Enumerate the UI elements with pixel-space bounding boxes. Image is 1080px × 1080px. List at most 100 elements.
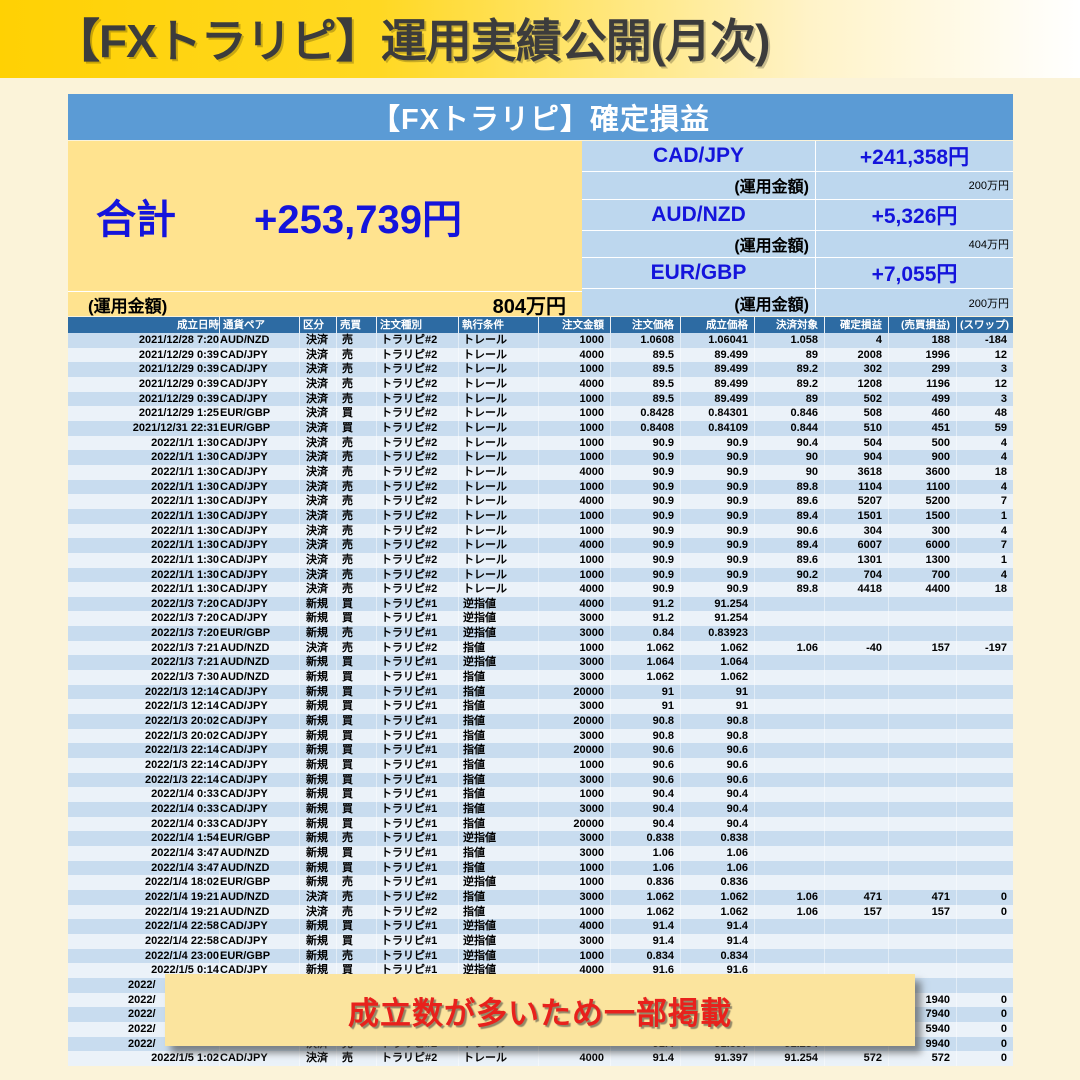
- table-cell: 1000: [539, 567, 611, 583]
- pair-fund-row: (運用金額) 200万円: [582, 289, 1013, 317]
- table-cell: 0: [1000, 890, 1007, 903]
- table-cell: [825, 816, 889, 832]
- table-cell: 900: [889, 450, 957, 465]
- table-cell: 決済: [300, 523, 337, 539]
- table-cell: 2022/1/3 20:02: [68, 714, 220, 729]
- table-cell: 1000: [539, 406, 611, 421]
- table-cell: [825, 933, 889, 949]
- table-cell: [957, 861, 1013, 876]
- table-cell: 2022/1/3 7:21: [68, 640, 220, 656]
- table-cell: CAD/JPY: [220, 743, 300, 759]
- table-cell: 決済: [300, 904, 337, 920]
- table-cell: 2021/12/28 7:20: [68, 333, 220, 348]
- table-cell: 新規: [300, 699, 337, 715]
- table-cell: [755, 860, 825, 876]
- table-cell: 572: [889, 1051, 957, 1066]
- table-cell: 90.6: [681, 772, 755, 788]
- table-cell: 90.2: [755, 567, 825, 583]
- table-cell: 1.058: [755, 333, 825, 348]
- table-cell: 18: [994, 465, 1007, 478]
- table-cell: 買: [337, 655, 377, 671]
- table-cell: [755, 596, 825, 612]
- table-row: 2022/1/1 1:30 CAD/JPY 決済売トラリピ#2 トレール 4000 90.…: [68, 582, 1013, 597]
- table-cell: [825, 699, 889, 715]
- table-cell: 決済: [300, 391, 337, 407]
- table-cell: トラリピ#2: [377, 362, 459, 377]
- table-cell: [889, 743, 957, 759]
- table-cell: 逆指値: [459, 831, 539, 846]
- table-cell: [889, 670, 957, 685]
- table-cell: AUD/NZD: [220, 860, 300, 876]
- table-row: 2022/1/1 1:30 CAD/JPY 決済売トラリピ#2 トレール 1000 90.…: [68, 479, 1013, 495]
- table-cell: 2008: [825, 347, 889, 363]
- table-cell: トラリピ#1: [377, 699, 459, 715]
- table-cell: 1000: [539, 875, 611, 890]
- table-cell: 新規: [300, 816, 337, 832]
- table-cell: 90.9: [681, 435, 755, 451]
- table-cell: 3000: [539, 611, 611, 627]
- table-cell: 1.06: [681, 860, 755, 876]
- table-cell: トラリピ#2: [377, 333, 459, 348]
- table-cell: [889, 772, 957, 788]
- table-cell: 90.9: [681, 523, 755, 539]
- table-cell: 12: [994, 348, 1007, 361]
- table-cell: [755, 655, 825, 671]
- table-cell: 188: [889, 333, 957, 348]
- table-cell: 91.4: [611, 933, 681, 949]
- table-row: 2022/1/1 1:30 CAD/JPY 決済売トラリピ#2 トレール 1000 90.…: [68, 508, 1013, 524]
- table-cell: 0: [1000, 1022, 1007, 1035]
- table-cell: 3: [1000, 392, 1007, 405]
- table-cell: 91.254: [681, 596, 755, 612]
- table-cell: トラリピ#1: [377, 670, 459, 685]
- table-cell: 6007: [825, 538, 889, 553]
- table-cell: 90.9: [611, 523, 681, 539]
- table-cell: 新規: [300, 596, 337, 612]
- table-cell: 90.4: [681, 816, 755, 832]
- column-header: 成立日時: [68, 317, 220, 333]
- table-row: 2021/12/29 0:39 CAD/JPY 決済売トラリピ#2 トレール 4000 8…: [68, 347, 1013, 363]
- table-cell: CAD/JPY: [220, 347, 300, 363]
- table-cell: 指値: [459, 640, 539, 656]
- table-cell: トレール: [459, 435, 539, 451]
- table-cell: 3618: [825, 464, 889, 480]
- table-row: 2022/1/3 12:14 CAD/JPY 新規買トラリピ#1 指値 3000 91 91: [68, 699, 1013, 715]
- table-cell: 売: [337, 831, 377, 846]
- table-row: 2022/1/1 1:30 CAD/JPY 決済売トラリピ#2 トレール 4000 90.…: [68, 464, 1013, 480]
- table-cell: 決済: [300, 376, 337, 392]
- column-header: 成立価格: [681, 317, 755, 333]
- table-cell: [755, 772, 825, 788]
- table-cell: 4: [1000, 524, 1007, 537]
- table-cell: トラリピ#1: [377, 596, 459, 612]
- table-cell: 0.836: [681, 875, 755, 890]
- table-cell: [957, 699, 1013, 714]
- table-cell: 302: [825, 362, 889, 377]
- table-cell: 2022/1/1 1:30: [68, 523, 220, 539]
- table-cell: 1000: [539, 523, 611, 539]
- table-cell: [825, 875, 889, 890]
- table-cell: 90.9: [611, 538, 681, 553]
- table-cell: 0.846: [755, 406, 825, 421]
- table-cell: 1.064: [611, 655, 681, 671]
- table-cell: [889, 845, 957, 861]
- table-cell: 157: [825, 904, 889, 920]
- table-cell: 5207: [825, 494, 889, 509]
- table-cell: 90.6: [755, 523, 825, 539]
- table-cell: 買: [337, 919, 377, 934]
- table-cell: 1.06: [681, 845, 755, 861]
- table-cell: CAD/JPY: [220, 758, 300, 773]
- table-cell: 買: [337, 845, 377, 861]
- table-cell: 新規: [300, 611, 337, 627]
- table-cell: 4000: [539, 538, 611, 553]
- table-cell: 2022/1/1 1:30: [68, 508, 220, 524]
- table-cell: CAD/JPY: [220, 684, 300, 700]
- table-cell: CAD/JPY: [220, 538, 300, 553]
- table-cell: 指値: [459, 816, 539, 832]
- table-cell: 7: [1000, 539, 1007, 552]
- table-cell: 1000: [539, 860, 611, 876]
- table-cell: 新規: [300, 948, 337, 964]
- total-fund-label: (運用金額): [88, 296, 168, 316]
- table-cell: 売: [337, 391, 377, 407]
- table-cell: 90.9: [681, 538, 755, 553]
- table-cell: 904: [825, 450, 889, 465]
- table-cell: [755, 831, 825, 846]
